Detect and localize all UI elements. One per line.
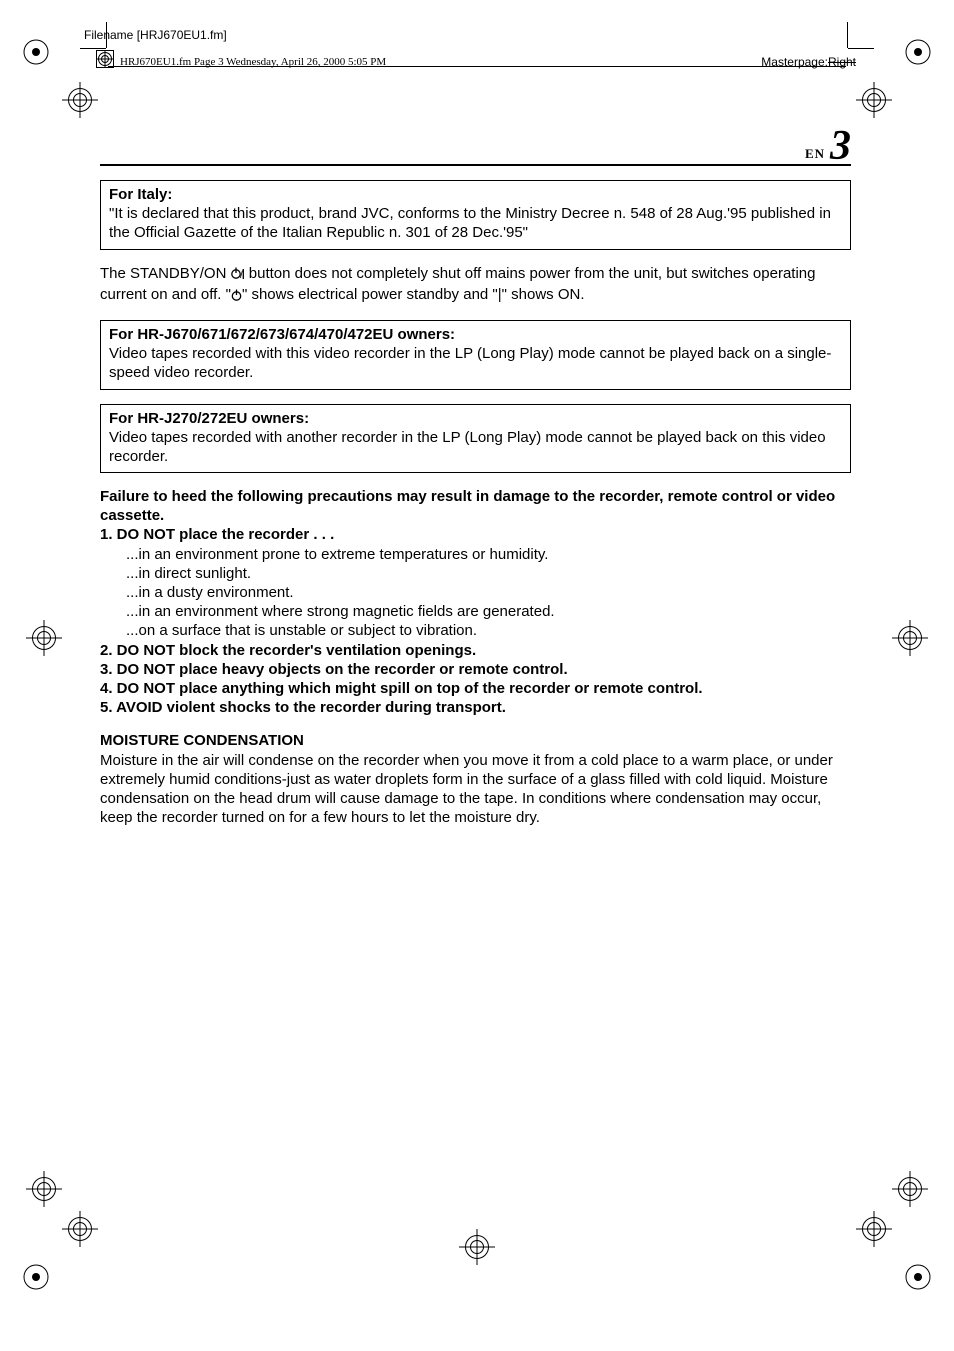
crosshair-icon xyxy=(892,1171,928,1207)
crop-mark-icon xyxy=(847,22,848,48)
page-content: EN 3 For Italy: "It is declared that thi… xyxy=(100,122,851,827)
page-topbar: EN 3 xyxy=(100,122,851,166)
language-code: EN xyxy=(805,146,825,162)
crosshair-icon xyxy=(62,1211,98,1247)
registration-mark-icon xyxy=(904,1263,932,1291)
precautions-list: 1. DO NOT place the recorder . . . ...in… xyxy=(100,525,851,717)
crosshair-icon xyxy=(856,82,892,118)
svg-text:/: / xyxy=(240,270,243,280)
precaution-subitem: ...in direct sunlight. xyxy=(126,564,851,583)
page: Filename [HRJ670EU1.fm] Masterpage:Right… xyxy=(0,0,954,1351)
hr270-body: Video tapes recorded with another record… xyxy=(109,428,842,466)
precaution-item: 2. DO NOT block the recorder's ventilati… xyxy=(100,641,851,660)
precaution-sublist: ...in an environment prone to extreme te… xyxy=(100,545,851,641)
moisture-heading: MOISTURE CONDENSATION xyxy=(100,731,851,750)
hr670-heading: For HR-J670/671/672/673/674/470/472EU ow… xyxy=(109,325,842,344)
standby-note: The STANDBY/ON / button does not complet… xyxy=(100,264,851,306)
crosshair-icon xyxy=(26,620,62,656)
page-number: 3 xyxy=(830,122,851,170)
precaution-item: 4. DO NOT place anything which might spi… xyxy=(100,679,851,698)
precaution-subitem: ...in an environment where strong magnet… xyxy=(126,602,851,621)
precaution-subitem: ...on a surface that is unstable or subj… xyxy=(126,621,851,640)
precaution-subitem: ...in a dusty environment. xyxy=(126,583,851,602)
crosshair-icon xyxy=(892,620,928,656)
precaution-item: 1. DO NOT place the recorder . . . xyxy=(100,525,851,544)
italy-heading: For Italy: xyxy=(109,185,842,204)
crosshair-icon xyxy=(26,1171,62,1207)
precautions-intro: Failure to heed the following precaution… xyxy=(100,487,851,525)
crop-mark-icon xyxy=(848,48,874,49)
crosshair-icon xyxy=(62,82,98,118)
standby-pre: The STANDBY/ON xyxy=(100,265,231,282)
precaution-subitem: ...in an environment prone to extreme te… xyxy=(126,545,851,564)
precaution-item: 5. AVOID violent shocks to the recorder … xyxy=(100,698,851,717)
italy-notice-box: For Italy: "It is declared that this pro… xyxy=(100,180,851,250)
moisture-body: Moisture in the air will condense on the… xyxy=(100,751,851,828)
italy-body: "It is declared that this product, brand… xyxy=(109,204,842,242)
registration-mark-icon xyxy=(904,38,932,66)
precaution-item: 3. DO NOT place heavy objects on the rec… xyxy=(100,660,851,679)
standby-mid: " shows electrical power standby and " xyxy=(242,286,498,303)
crop-mark-icon xyxy=(80,48,106,49)
running-header: HRJ670EU1.fm Page 3 Wednesday, April 26,… xyxy=(120,56,386,68)
hr670-body: Video tapes recorded with this video rec… xyxy=(109,344,842,382)
hr670-owners-box: For HR-J670/671/672/673/674/470/472EU ow… xyxy=(100,320,851,390)
standby-tail: " shows ON. xyxy=(502,286,585,303)
registration-mark-icon xyxy=(22,1263,50,1291)
registration-mark-icon xyxy=(22,38,50,66)
crosshair-icon xyxy=(459,1229,495,1265)
crosshair-icon xyxy=(856,1211,892,1247)
power-icon: / xyxy=(231,266,245,285)
power-icon xyxy=(231,287,242,306)
hr270-owners-box: For HR-J270/272EU owners: Video tapes re… xyxy=(100,404,851,474)
hr270-heading: For HR-J270/272EU owners: xyxy=(109,409,842,428)
filename-label: Filename [HRJ670EU1.fm] xyxy=(84,28,227,42)
